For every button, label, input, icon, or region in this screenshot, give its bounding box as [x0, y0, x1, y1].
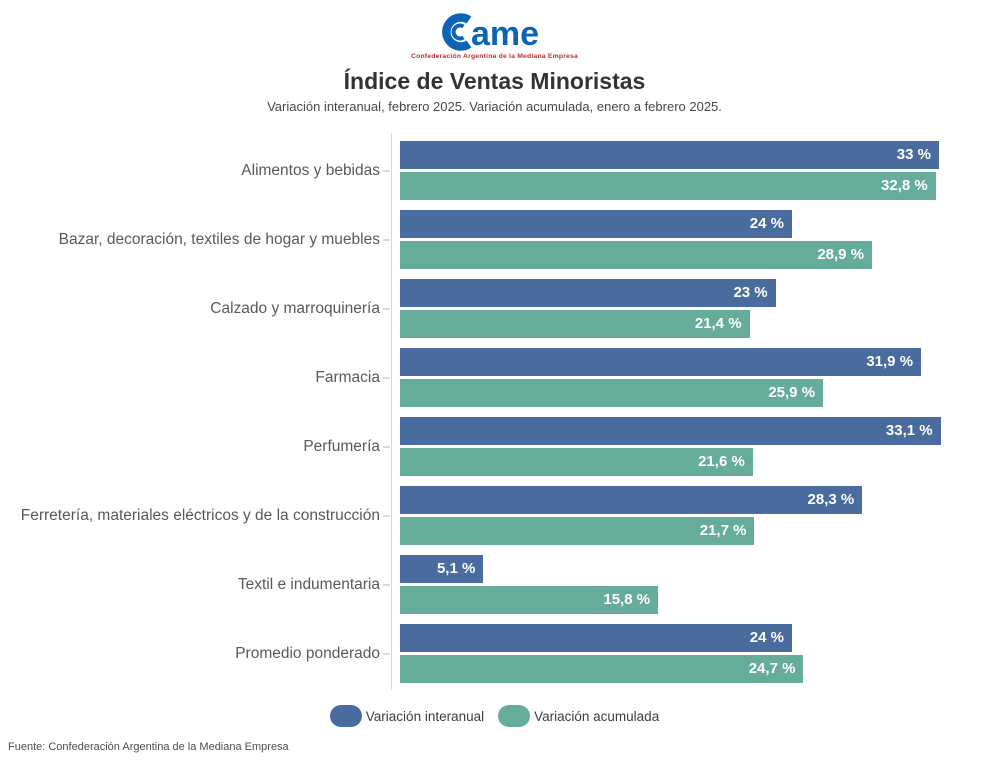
- bar-acumulada: 15,8 %: [400, 586, 659, 614]
- bar-interanual: 28,3 %: [400, 486, 863, 514]
- value-label: 21,4 %: [694, 315, 742, 332]
- category-label-cell: Textil e indumentaria: [0, 576, 390, 594]
- value-label: 24 %: [749, 629, 784, 646]
- value-label: 32,8 %: [881, 177, 928, 194]
- bar-acumulada: 21,6 %: [400, 448, 753, 476]
- value-label: 24 %: [749, 215, 784, 232]
- value-label: 28,9 %: [817, 246, 865, 263]
- value-label: 23 %: [733, 284, 768, 301]
- category-label: Perfumería: [303, 437, 380, 455]
- value-label: 31,9 %: [866, 353, 914, 370]
- bars-cell: 28,3 % 21,7 %: [400, 486, 988, 545]
- category-label: Bazar, decoración, textiles de hogar y m…: [58, 230, 380, 248]
- value-label: 24,7 %: [748, 660, 796, 677]
- bars-cell: 5,1 % 15,8 %: [400, 555, 988, 614]
- chart-row: Promedio ponderado 24 % 24,7 %: [0, 619, 989, 688]
- legend-label-acumulada: Variación acumulada: [534, 708, 660, 724]
- category-label-cell: Farmacia: [0, 369, 390, 387]
- category-label-cell: Promedio ponderado: [0, 645, 390, 663]
- category-label: Ferretería, materiales eléctricos y de l…: [20, 506, 380, 524]
- axis-tick: [383, 307, 390, 310]
- bar-interanual: 33,1 %: [400, 417, 941, 445]
- bars-cell: 31,9 % 25,9 %: [400, 348, 988, 407]
- bar-acumulada: 28,9 %: [400, 241, 873, 269]
- legend-label-interanual: Variación interanual: [365, 708, 485, 724]
- category-label: Farmacia: [315, 368, 380, 386]
- chart-row: Calzado y marroquinería 23 % 21,4 %: [0, 274, 989, 343]
- chart-rows: Alimentos y bebidas 33 % 32,8 % Bazar, deco…: [0, 136, 989, 688]
- bars-cell: 24 % 24,7 %: [400, 624, 988, 683]
- axis-tick: [383, 583, 390, 586]
- legend: Variación interanual Variación acumulada: [0, 705, 989, 727]
- axis-tick: [383, 169, 390, 172]
- bars-cell: 33 % 32,8 %: [400, 141, 988, 200]
- category-label: Promedio ponderado: [235, 644, 380, 662]
- value-label: 28,3 %: [807, 491, 855, 508]
- category-label-cell: Alimentos y bebidas: [0, 162, 390, 180]
- bar-acumulada: 21,7 %: [400, 517, 755, 545]
- value-label: 21,7 %: [699, 522, 747, 539]
- header: ame Confederación Argentina de la Median…: [0, 0, 989, 115]
- axis-line: [391, 133, 392, 690]
- legend-swatch-interanual: [329, 705, 362, 727]
- value-label: 33 %: [896, 146, 931, 163]
- came-logo-caption: Confederación Argentina de la Mediana Em…: [410, 53, 578, 60]
- axis-tick: [383, 652, 390, 655]
- chart-row: Ferretería, materiales eléctricos y de l…: [0, 481, 989, 550]
- value-label: 21,6 %: [698, 453, 745, 470]
- chart-row: Alimentos y bebidas 33 % 32,8 %: [0, 136, 989, 205]
- page-title: Índice de Ventas Minoristas: [343, 68, 646, 94]
- axis-tick: [383, 514, 390, 517]
- bar-chart: Alimentos y bebidas 33 % 32,8 % Bazar, deco…: [0, 133, 989, 690]
- value-label: 25,9 %: [768, 384, 816, 401]
- bar-interanual: 31,9 %: [400, 348, 922, 376]
- category-label: Calzado y marroquinería: [210, 299, 380, 317]
- chart-row: Farmacia 31,9 % 25,9 %: [0, 343, 989, 412]
- bar-acumulada: 25,9 %: [400, 379, 824, 407]
- legend-item-interanual: Variación interanual: [329, 705, 485, 727]
- chart-row: Textil e indumentaria 5,1 % 15,8 %: [0, 550, 989, 619]
- category-label-cell: Bazar, decoración, textiles de hogar y m…: [0, 231, 390, 249]
- chart-row: Perfumería 33,1 % 21,6 %: [0, 412, 989, 481]
- bar-acumulada: 24,7 %: [400, 655, 804, 683]
- page-subtitle: Variación interanual, febrero 2025. Vari…: [267, 99, 722, 114]
- bars-cell: 23 % 21,4 %: [400, 279, 988, 338]
- value-label: 5,1 %: [436, 560, 476, 577]
- bar-interanual: 24 %: [400, 210, 792, 238]
- bar-interanual: 33 %: [400, 141, 939, 169]
- chart-row: Bazar, decoración, textiles de hogar y m…: [0, 205, 989, 274]
- category-label-cell: Calzado y marroquinería: [0, 300, 390, 318]
- bar-interanual: 23 %: [400, 279, 776, 307]
- bars-cell: 33,1 % 21,6 %: [400, 417, 988, 476]
- bar-acumulada: 21,4 %: [400, 310, 750, 338]
- bar-acumulada: 32,8 %: [400, 172, 936, 200]
- bars-cell: 24 % 28,9 %: [400, 210, 988, 269]
- category-label: Alimentos y bebidas: [241, 161, 380, 179]
- value-label: 33,1 %: [885, 422, 933, 439]
- axis-tick: [383, 238, 390, 241]
- came-logo: ame Confederación Argentina de la Median…: [0, 12, 989, 61]
- axis-tick: [383, 376, 390, 379]
- category-label-cell: Perfumería: [0, 438, 390, 456]
- value-label: 15,8 %: [603, 591, 651, 608]
- legend-item-acumulada: Variación acumulada: [498, 705, 659, 727]
- category-label: Textil e indumentaria: [237, 575, 380, 593]
- axis-tick: [383, 445, 390, 448]
- came-logo-icon: ame: [441, 13, 539, 52]
- source-note: Fuente: Confederación Argentina de la Me…: [8, 741, 289, 753]
- category-label-cell: Ferretería, materiales eléctricos y de l…: [0, 507, 390, 525]
- bar-interanual: 24 %: [400, 624, 792, 652]
- legend-swatch-acumulada: [498, 705, 531, 727]
- bar-interanual: 5,1 %: [400, 555, 484, 583]
- came-logo-text: ame: [471, 15, 539, 52]
